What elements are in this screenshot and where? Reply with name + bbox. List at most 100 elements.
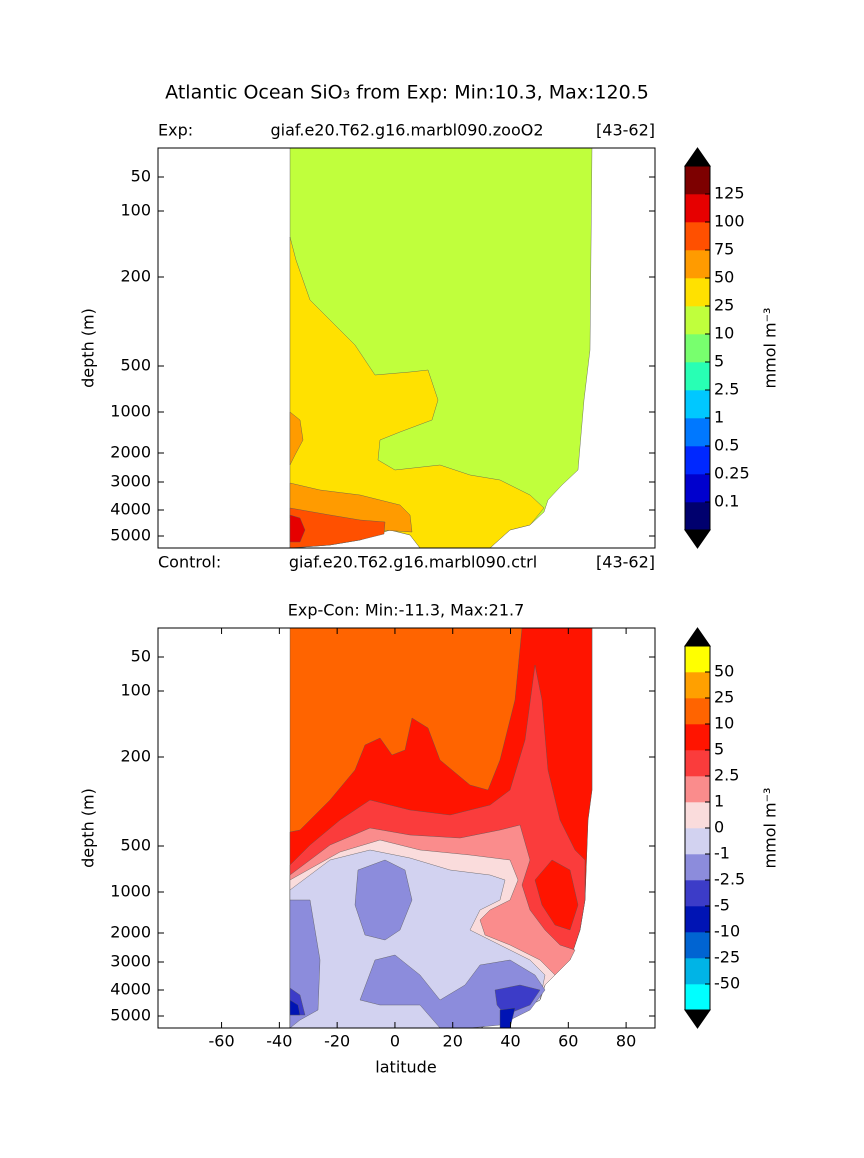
contour-region: [354, 859, 413, 941]
x-axis-label: latitude: [375, 1058, 436, 1077]
colorbar-label: mmol m⁻³: [761, 788, 780, 869]
x-tick-label: 80: [616, 1032, 636, 1051]
x-tick-label: -20: [324, 1032, 350, 1051]
colorbar-band: [685, 854, 710, 881]
y-tick-label: 5000: [110, 1006, 151, 1025]
colorbar-band: [685, 984, 710, 1011]
colorbar-tick-label: 0.25: [714, 464, 750, 483]
colorbar-tick-label: 125: [714, 184, 745, 203]
y-tick-label: 4000: [110, 980, 151, 999]
colorbar-band: [685, 802, 710, 829]
y-tick-label: 100: [120, 201, 151, 220]
colorbar-tick-label: 2.5: [714, 380, 739, 399]
contour-region: [289, 999, 301, 1016]
colorbar-band: [685, 250, 710, 279]
colorbar-label: mmol m⁻³: [761, 308, 780, 389]
x-tick-label: 0: [390, 1032, 400, 1051]
colorbar-band: [685, 446, 710, 475]
colorbar-tick-label: 0.5: [714, 436, 739, 455]
y-axis-label: depth (m): [79, 308, 98, 388]
control-years: [43-62]: [596, 553, 655, 572]
y-axis-label: depth (m): [79, 788, 98, 868]
contour-region: [289, 514, 306, 543]
contour-region: [359, 954, 546, 1029]
colorbar-band: [685, 880, 710, 907]
y-tick-label: 3000: [110, 472, 151, 491]
colorbar-frame: [684, 165, 711, 531]
contour-region: [494, 984, 541, 1016]
x-tick-label: 40: [500, 1032, 520, 1051]
y-tick-label: 200: [120, 747, 151, 766]
colorbar-tick-label: 0.1: [714, 492, 739, 511]
panel-title: Exp-Con: Min:-11.3, Max:21.7: [288, 601, 525, 620]
colorbar-band: [685, 828, 710, 855]
colorbar-band: [685, 418, 710, 447]
colorbar-tick-label: -1: [714, 844, 730, 863]
colorbar-band: [685, 334, 710, 363]
colorbar-tick-label: 25: [714, 296, 734, 315]
exp-name: giaf.e20.T62.g16.marbl090.zooO2: [270, 121, 543, 140]
colorbar-band: [685, 698, 710, 725]
colorbar-tick-label: -10: [714, 922, 740, 941]
contour-region: [289, 411, 304, 466]
colorbar-tick-label: 2.5: [714, 766, 739, 785]
y-tick-label: 200: [120, 267, 151, 286]
y-tick-label: 4000: [110, 500, 151, 519]
colorbar-band: [685, 362, 710, 391]
y-tick-label: 1000: [110, 402, 151, 421]
colorbar-tick-label: 5: [714, 740, 724, 759]
colorbar-tick-label: 50: [714, 268, 734, 287]
y-tick-label: 2000: [110, 923, 151, 942]
colorbar-tick-label: 75: [714, 240, 734, 259]
exp-years: [43-62]: [596, 121, 655, 140]
contour-region: [289, 507, 386, 549]
colorbar-band: [685, 194, 710, 223]
colorbar-band: [685, 776, 710, 803]
colorbar-tick-label: -25: [714, 948, 740, 967]
plot-frame: [157, 147, 656, 549]
colorbar-band: [685, 724, 710, 751]
colorbar-band: [685, 222, 710, 251]
y-tick-label: 500: [120, 356, 151, 375]
colorbar-band: [685, 278, 710, 307]
exp-label: Exp:: [158, 121, 193, 140]
x-tick-label: -60: [208, 1032, 234, 1051]
colorbar-band: [685, 166, 710, 195]
colorbar-band: [685, 646, 710, 673]
control-name: giaf.e20.T62.g16.marbl090.ctrl: [289, 553, 537, 572]
y-tick-label: 100: [120, 681, 151, 700]
plot-frame: [157, 627, 656, 1029]
colorbar-tick-label: 1: [714, 792, 724, 811]
colorbar-band: [685, 390, 710, 419]
x-tick-label: 20: [443, 1032, 463, 1051]
colorbar-tick-label: 5: [714, 352, 724, 371]
y-tick-label: 50: [131, 647, 151, 666]
colorbar-band: [685, 474, 710, 503]
colorbar-tick-label: 25: [714, 688, 734, 707]
colorbar-tick-label: -2.5: [714, 870, 745, 889]
control-label: Control:: [158, 553, 221, 572]
contour-region: [289, 236, 545, 549]
x-tick-label: 60: [558, 1032, 578, 1051]
colorbar-band: [685, 932, 710, 959]
y-tick-label: 50: [131, 167, 151, 186]
y-tick-label: 2000: [110, 443, 151, 462]
x-tick-label: -40: [266, 1032, 292, 1051]
colorbar-tick-label: 1: [714, 408, 724, 427]
colorbar-tick-label: 10: [714, 714, 734, 733]
colorbar-band: [685, 906, 710, 933]
y-tick-label: 1000: [110, 882, 151, 901]
colorbar-tick-label: -50: [714, 974, 740, 993]
contour-region: [534, 859, 579, 931]
colorbar-tick-label: 0: [714, 818, 724, 837]
colorbar-band: [685, 672, 710, 699]
colorbar-band: [685, 958, 710, 985]
y-tick-label: 3000: [110, 952, 151, 971]
colorbar-tick-label: 100: [714, 212, 745, 231]
figure-title: Atlantic Ocean SiO₃ from Exp: Min:10.3, …: [165, 82, 649, 104]
y-tick-label: 5000: [110, 526, 151, 545]
colorbar-band: [685, 750, 710, 777]
colorbar-band: [685, 502, 710, 531]
colorbar-band: [685, 306, 710, 335]
